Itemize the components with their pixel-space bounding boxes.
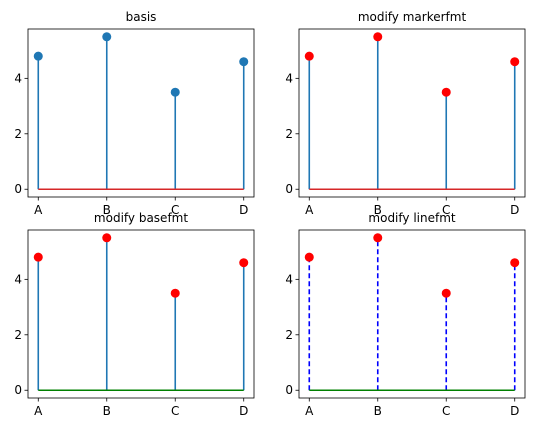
y-tick-label: 0 [285, 383, 293, 397]
x-tick-label: D [239, 404, 248, 418]
axes-frame [27, 28, 255, 198]
stem-marker [239, 258, 249, 268]
x-tick-label: C [442, 203, 450, 217]
x-tick-label: D [239, 203, 248, 217]
x-tick-label: A [305, 203, 314, 217]
stem-marker [304, 51, 314, 61]
y-tick-label: 4 [14, 272, 22, 286]
stem-marker [33, 252, 43, 262]
stem-marker [441, 288, 451, 298]
x-tick-label: D [510, 404, 519, 418]
stem-marker [510, 57, 520, 67]
x-tick-label: A [34, 203, 43, 217]
x-tick-label: B [374, 203, 382, 217]
stem-panel-1: basis A B C D 0 2 4 [14, 10, 255, 217]
x-tick-label: B [103, 404, 111, 418]
stem-marker [102, 32, 112, 42]
x-tick-label: B [374, 404, 382, 418]
x-tick-label: C [442, 404, 450, 418]
stem-marker [510, 258, 520, 268]
panel-title: basis [126, 10, 157, 24]
panel-title: modify markerfmt [358, 10, 467, 24]
panel-title: modify basefmt [94, 211, 188, 225]
x-tick-label: A [34, 404, 43, 418]
stem-marker [373, 233, 383, 243]
y-tick-label: 2 [14, 127, 22, 141]
y-tick-label: 4 [285, 71, 293, 85]
x-tick-label: A [305, 404, 314, 418]
y-tick-label: 0 [285, 182, 293, 196]
stem-marker [373, 32, 383, 42]
stem-marker [170, 288, 180, 298]
x-tick-label: C [171, 203, 179, 217]
y-tick-label: 4 [14, 71, 22, 85]
y-tick-label: 4 [285, 272, 293, 286]
stem-marker [441, 87, 451, 97]
panel-title: modify linefmt [368, 211, 455, 225]
stem-panel-4: modify linefmt A B C D 0 2 4 [285, 211, 526, 418]
stem-panel-3: modify basefmt A B C D 0 2 4 [14, 211, 255, 418]
y-tick-label: 2 [285, 328, 293, 342]
x-tick-label: B [103, 203, 111, 217]
axes-frame [298, 229, 526, 399]
stem-marker [170, 87, 180, 97]
y-tick-label: 0 [14, 182, 22, 196]
axes-frame [27, 229, 255, 399]
stem-marker [239, 57, 249, 67]
x-tick-label: C [171, 404, 179, 418]
x-tick-label: D [510, 203, 519, 217]
stem-marker [102, 233, 112, 243]
stem-marker [33, 51, 43, 61]
y-tick-label: 2 [14, 328, 22, 342]
stem-marker [304, 252, 314, 262]
stem-panel-2: modify markerfmt A B C D 0 2 4 [285, 10, 526, 217]
axes-frame [298, 28, 526, 198]
y-tick-label: 0 [14, 383, 22, 397]
y-tick-label: 2 [285, 127, 293, 141]
